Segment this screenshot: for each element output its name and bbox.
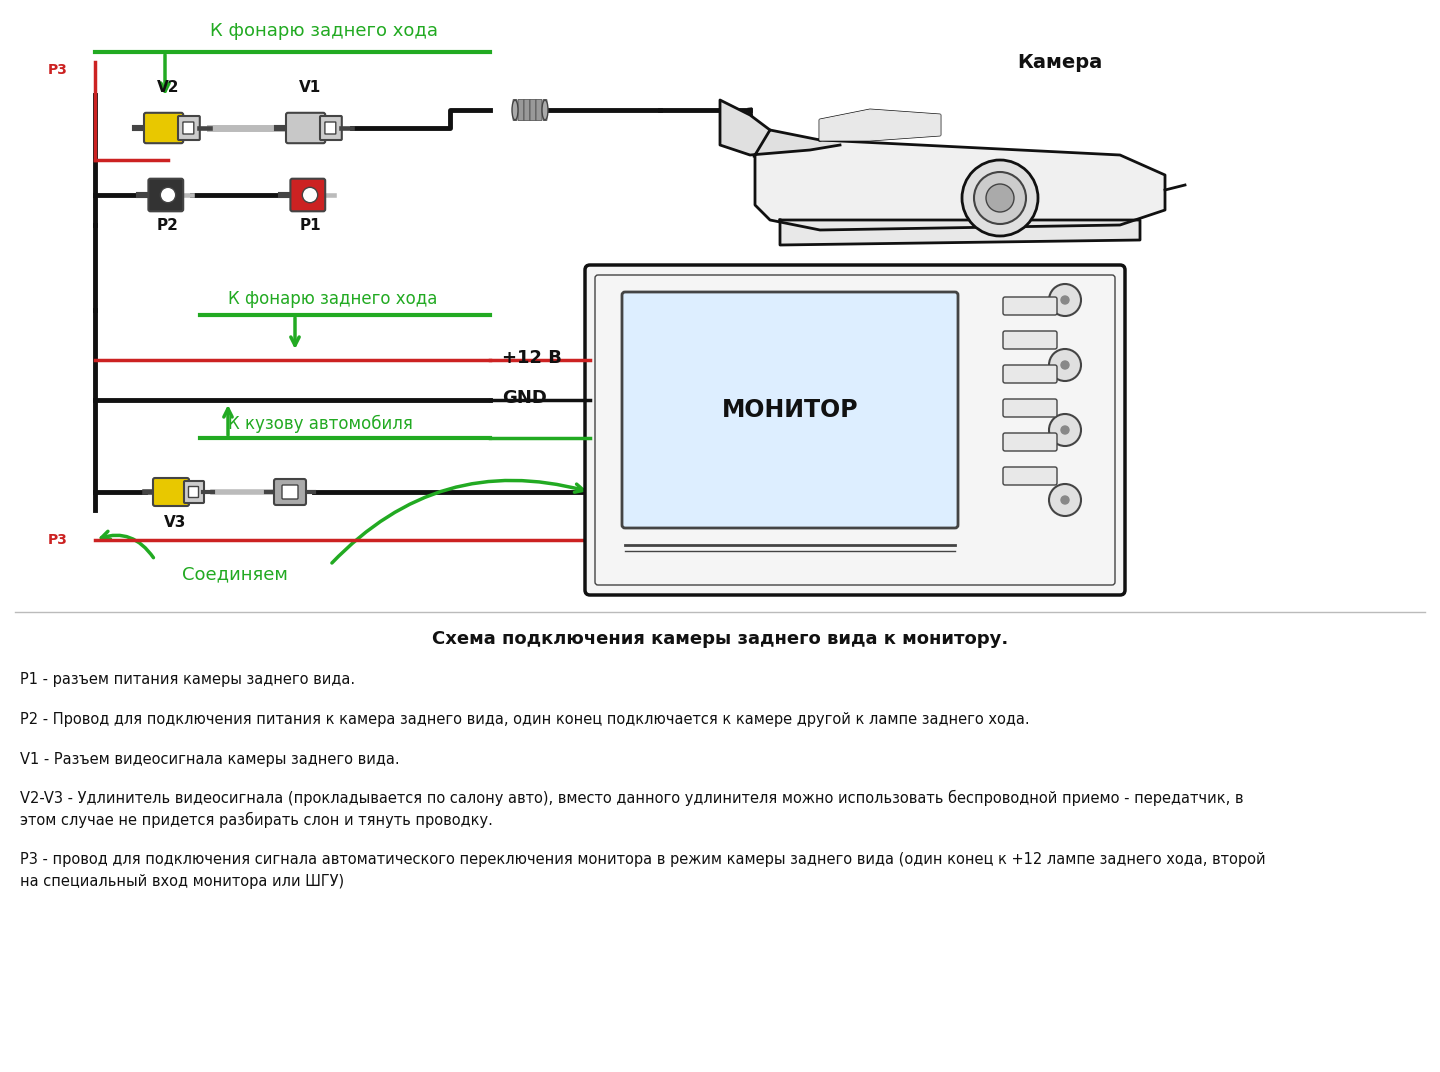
Text: Схема подключения камеры заднего вида к монитору.: Схема подключения камеры заднего вида к … bbox=[432, 630, 1008, 647]
FancyBboxPatch shape bbox=[184, 481, 204, 503]
FancyBboxPatch shape bbox=[543, 100, 547, 120]
Text: Соединяем: Соединяем bbox=[181, 565, 288, 583]
FancyBboxPatch shape bbox=[183, 122, 194, 134]
Text: этом случае не придется разбирать слон и тянуть проводку.: этом случае не придется разбирать слон и… bbox=[20, 812, 492, 829]
Text: P1 - разъем питания камеры заднего вида.: P1 - разъем питания камеры заднего вида. bbox=[20, 672, 356, 687]
FancyBboxPatch shape bbox=[148, 179, 183, 211]
Circle shape bbox=[1048, 284, 1081, 316]
Circle shape bbox=[1061, 496, 1068, 504]
FancyBboxPatch shape bbox=[153, 478, 189, 506]
Text: на специальный вход монитора или ШГУ): на специальный вход монитора или ШГУ) bbox=[20, 874, 344, 889]
FancyBboxPatch shape bbox=[622, 292, 958, 528]
FancyBboxPatch shape bbox=[144, 113, 183, 144]
Text: К фонарю заднего хода: К фонарю заднего хода bbox=[210, 23, 438, 40]
FancyBboxPatch shape bbox=[518, 100, 524, 120]
FancyBboxPatch shape bbox=[536, 100, 541, 120]
Text: V3: V3 bbox=[164, 515, 186, 530]
Ellipse shape bbox=[513, 100, 518, 120]
FancyBboxPatch shape bbox=[1004, 331, 1057, 349]
FancyBboxPatch shape bbox=[274, 479, 305, 505]
Text: Камера: Камера bbox=[1018, 53, 1103, 72]
Text: P1: P1 bbox=[300, 218, 321, 233]
Circle shape bbox=[160, 188, 176, 203]
FancyBboxPatch shape bbox=[282, 485, 298, 498]
Text: +12 В: +12 В bbox=[503, 349, 562, 367]
Text: V1 - Разъем видеосигнала камеры заднего вида.: V1 - Разъем видеосигнала камеры заднего … bbox=[20, 751, 400, 766]
Text: P2: P2 bbox=[157, 218, 179, 233]
FancyBboxPatch shape bbox=[1004, 297, 1057, 315]
FancyBboxPatch shape bbox=[524, 100, 530, 120]
Text: МОНИТОР: МОНИТОР bbox=[721, 398, 858, 422]
Ellipse shape bbox=[541, 100, 549, 120]
Text: К кузову автомобиля: К кузову автомобиля bbox=[228, 415, 413, 433]
Circle shape bbox=[962, 160, 1038, 236]
Polygon shape bbox=[819, 110, 940, 140]
FancyBboxPatch shape bbox=[530, 100, 536, 120]
Circle shape bbox=[973, 172, 1025, 224]
FancyBboxPatch shape bbox=[287, 113, 325, 144]
FancyBboxPatch shape bbox=[513, 100, 517, 120]
FancyBboxPatch shape bbox=[1004, 399, 1057, 417]
FancyBboxPatch shape bbox=[179, 116, 200, 140]
FancyBboxPatch shape bbox=[1004, 364, 1057, 383]
FancyBboxPatch shape bbox=[189, 487, 199, 497]
Circle shape bbox=[302, 188, 318, 203]
Circle shape bbox=[1061, 361, 1068, 369]
Text: GND: GND bbox=[503, 389, 547, 407]
Text: Р3 - провод для подключения сигнала автоматического переключения монитора в режи: Р3 - провод для подключения сигнала авто… bbox=[20, 852, 1266, 867]
Text: P3: P3 bbox=[48, 63, 68, 77]
Circle shape bbox=[1061, 296, 1068, 304]
Text: V1: V1 bbox=[300, 80, 321, 95]
FancyBboxPatch shape bbox=[291, 179, 325, 211]
Circle shape bbox=[1048, 414, 1081, 446]
Circle shape bbox=[1048, 483, 1081, 516]
Circle shape bbox=[1048, 349, 1081, 381]
FancyBboxPatch shape bbox=[325, 122, 336, 134]
Polygon shape bbox=[755, 130, 1165, 230]
FancyBboxPatch shape bbox=[320, 116, 341, 140]
Circle shape bbox=[986, 184, 1014, 212]
Polygon shape bbox=[720, 100, 840, 155]
Text: V2: V2 bbox=[157, 80, 179, 95]
Text: P2 - Провод для подключения питания к камера заднего вида, один конец подключает: P2 - Провод для подключения питания к ка… bbox=[20, 712, 1030, 727]
FancyBboxPatch shape bbox=[1004, 433, 1057, 451]
Text: P3: P3 bbox=[48, 533, 68, 547]
FancyBboxPatch shape bbox=[595, 276, 1115, 585]
FancyBboxPatch shape bbox=[585, 265, 1125, 595]
FancyBboxPatch shape bbox=[1004, 467, 1057, 485]
Polygon shape bbox=[780, 220, 1140, 245]
Circle shape bbox=[1061, 426, 1068, 434]
Text: К фонарю заднего хода: К фонарю заднего хода bbox=[228, 291, 438, 308]
Text: V2-V3 - Удлинитель видеосигнала (прокладывается по салону авто), вместо данного : V2-V3 - Удлинитель видеосигнала (проклад… bbox=[20, 790, 1244, 806]
